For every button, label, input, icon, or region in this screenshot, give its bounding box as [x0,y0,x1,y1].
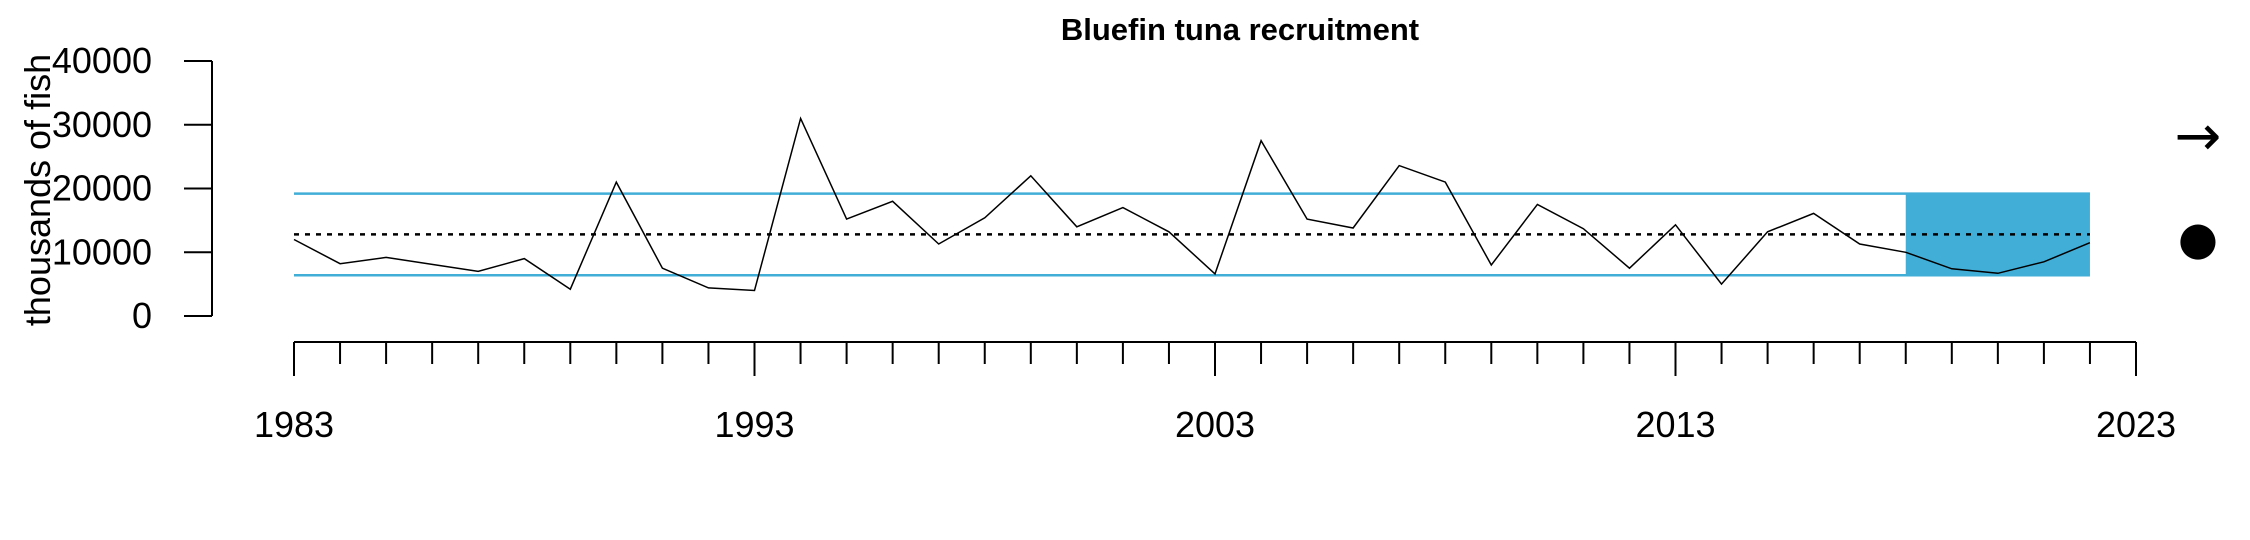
y-tick-label: 30000 [52,104,152,145]
y-axis: 0 10000 20000 30000 40000 [52,40,213,336]
x-axis: 1983 1993 2003 2013 2023 [254,341,2176,445]
y-tick-label: 20000 [52,168,152,209]
x-tick-label: 1983 [254,404,334,445]
trend-arrow-icon: → [2175,104,2222,169]
y-tick-label: 10000 [52,231,152,272]
x-tick-label: 2003 [1175,404,1255,445]
x-tick-label: 1993 [714,404,794,445]
status-dot-icon: ● [2178,211,2218,265]
y-tick-label: 0 [132,295,152,336]
x-tick-label: 2013 [1635,404,1715,445]
chart-title: Bluefin tuna recruitment [1061,12,1419,47]
y-tick-label: 40000 [52,40,152,81]
series-line [293,116,2091,292]
plot-area [293,116,2091,292]
y-axis-label: thousands of fish [17,54,58,326]
x-tick-label: 2023 [2096,404,2176,445]
